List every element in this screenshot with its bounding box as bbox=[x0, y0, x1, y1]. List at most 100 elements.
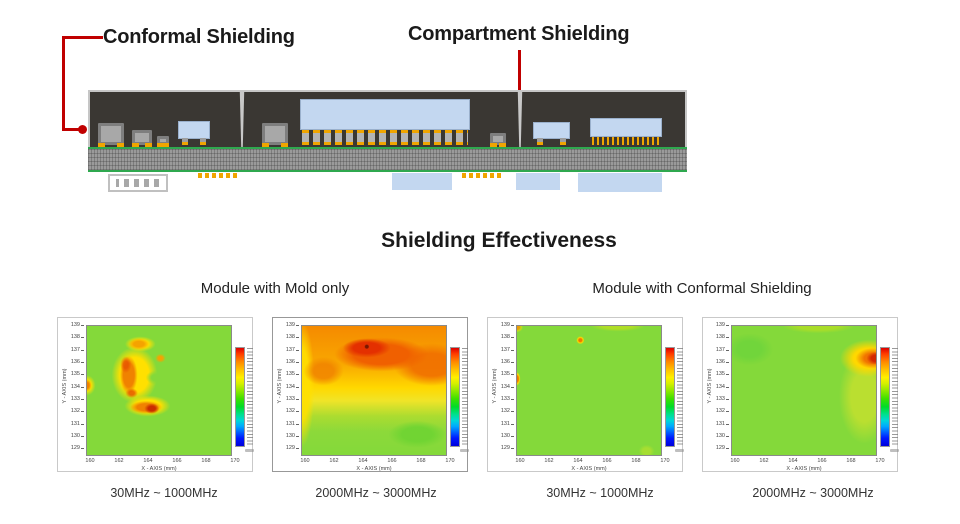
module-cross-section bbox=[88, 90, 687, 194]
colorbar bbox=[881, 348, 889, 446]
substrate bbox=[88, 147, 687, 172]
component-passive-large-1 bbox=[98, 123, 124, 148]
x-tick-label: 170 bbox=[660, 458, 670, 464]
colorbar-unit-label bbox=[460, 449, 469, 452]
bottom-connector bbox=[108, 174, 168, 192]
y-tick-label: 129 bbox=[275, 446, 299, 452]
heatmap-field-3 bbox=[516, 325, 662, 456]
caption-frequency-2: 2000MHz ~ 3000MHz bbox=[315, 486, 437, 500]
y-tick-label: 132 bbox=[275, 409, 299, 415]
pin-row bbox=[592, 137, 660, 145]
y-tick-label: 130 bbox=[275, 434, 299, 440]
heatmap-panel-2: 139 138 137 136 135 134 133 132 131 130 129 160 162… bbox=[272, 317, 469, 472]
x-tick-label: 160 bbox=[730, 458, 740, 464]
heatmap-panel-4: 139 138 137 136 135 134 133 132 131 130 129 160 162… bbox=[702, 317, 899, 472]
x-tick-label: 162 bbox=[544, 458, 554, 464]
conformal-pointer-line-vertical bbox=[62, 36, 65, 131]
y-tick-label: 137 bbox=[60, 347, 84, 354]
x-axis-label: X - AXIS (mm) bbox=[786, 466, 822, 472]
x-tick-label: 164 bbox=[573, 458, 583, 464]
y-tick-label: 138 bbox=[275, 335, 299, 341]
y-tick-label: 131 bbox=[60, 421, 84, 428]
y-tick-label: 139 bbox=[275, 322, 299, 329]
heatmap-field-4 bbox=[731, 325, 877, 456]
x-tick-label: 168 bbox=[201, 458, 211, 464]
y-tick-label: 137 bbox=[275, 347, 299, 354]
bottom-component-1 bbox=[392, 173, 452, 190]
section-title: Shielding Effectiveness bbox=[381, 229, 617, 252]
colorbar-unit-label bbox=[675, 449, 684, 452]
component-die-wide bbox=[590, 118, 662, 137]
conformal-pointer-line-bottom bbox=[62, 128, 82, 131]
y-tick-label: 135 bbox=[705, 372, 729, 378]
x-axis-ticks: 160 162 164 166 168 170 bbox=[82, 458, 243, 465]
x-tick-label: 164 bbox=[788, 458, 798, 464]
heatmap-panel-3: 139 138 137 136 135 134 133 132 131 130 129 160 162… bbox=[487, 317, 684, 472]
caption-frequency-1: 30MHz ~ 1000MHz bbox=[110, 486, 218, 500]
caption-frequency-3: 30MHz ~ 1000MHz bbox=[546, 486, 654, 500]
conformal-shielding-label: Conformal Shielding bbox=[103, 26, 295, 48]
y-axis-ticks: 139 138 137 136 135 134 133 132 131 130 129 bbox=[60, 322, 84, 452]
heatmap-field-2 bbox=[301, 325, 447, 456]
x-axis-ticks: 160 162 164 166 168 170 bbox=[297, 458, 458, 465]
y-axis-ticks: 139 138 137 136 135 134 133 132 131 130 129 bbox=[705, 322, 729, 452]
x-tick-label: 160 bbox=[300, 458, 310, 464]
x-tick-label: 164 bbox=[143, 458, 153, 464]
y-axis-ticks: 139 138 137 136 135 134 133 132 131 130 129 bbox=[490, 322, 514, 452]
x-tick-label: 168 bbox=[846, 458, 856, 464]
compartment-pointer-line bbox=[518, 50, 521, 102]
conformal-pointer-line-top bbox=[62, 36, 103, 39]
y-tick-label: 130 bbox=[60, 434, 84, 440]
y-tick-label: 135 bbox=[60, 372, 84, 378]
component-die-small-2 bbox=[533, 122, 570, 145]
compartment-shield-trench bbox=[517, 92, 523, 147]
y-tick-label: 136 bbox=[60, 360, 84, 366]
column-header-right: Module with Conformal Shielding bbox=[592, 280, 812, 297]
y-tick-label: 132 bbox=[490, 409, 514, 415]
y-tick-label: 134 bbox=[60, 384, 84, 391]
y-tick-label: 135 bbox=[490, 372, 514, 378]
colorbar-tick-labels bbox=[677, 348, 683, 446]
y-axis-label: Y - AXIS (mm) bbox=[707, 368, 713, 404]
bottom-pad-strip-2 bbox=[462, 173, 504, 178]
x-tick-label: 170 bbox=[875, 458, 885, 464]
component-passive-small-1 bbox=[157, 136, 169, 148]
x-axis-ticks: 160 162 164 166 168 170 bbox=[512, 458, 673, 465]
x-tick-label: 166 bbox=[387, 458, 397, 464]
heatmap-field-1 bbox=[86, 325, 232, 456]
y-tick-label: 133 bbox=[490, 397, 514, 403]
x-tick-label: 160 bbox=[85, 458, 95, 464]
y-tick-label: 131 bbox=[705, 421, 729, 428]
y-tick-label: 130 bbox=[705, 434, 729, 440]
colorbar-unit-label bbox=[245, 449, 254, 452]
x-tick-label: 166 bbox=[602, 458, 612, 464]
x-tick-label: 168 bbox=[631, 458, 641, 464]
x-tick-label: 160 bbox=[515, 458, 525, 464]
x-tick-label: 164 bbox=[358, 458, 368, 464]
colorbar-tick-labels bbox=[462, 348, 468, 446]
y-tick-label: 132 bbox=[60, 409, 84, 415]
heatmap-panel-1: 139 138 137 136 135 134 133 132 131 130 129 160 162… bbox=[57, 317, 254, 472]
x-tick-label: 162 bbox=[329, 458, 339, 464]
y-axis-ticks: 139 138 137 136 135 134 133 132 131 130 129 bbox=[275, 322, 299, 452]
y-tick-label: 137 bbox=[490, 347, 514, 354]
y-tick-label: 139 bbox=[490, 322, 514, 329]
y-tick-label: 134 bbox=[705, 384, 729, 391]
colorbar-tick-labels bbox=[892, 348, 898, 446]
colorbar-unit-label bbox=[890, 449, 899, 452]
column-header-left: Module with Mold only bbox=[200, 280, 350, 297]
y-axis-label: Y - AXIS (mm) bbox=[492, 368, 498, 404]
x-tick-label: 170 bbox=[445, 458, 455, 464]
x-axis-ticks: 160 162 164 166 168 170 bbox=[727, 458, 888, 465]
y-tick-label: 133 bbox=[275, 397, 299, 403]
x-tick-label: 170 bbox=[230, 458, 240, 464]
conformal-pointer-dot bbox=[78, 125, 87, 134]
caption-frequency-4: 2000MHz ~ 3000MHz bbox=[752, 486, 874, 500]
shield-trench-1 bbox=[239, 92, 245, 147]
solder-ball-row bbox=[302, 130, 468, 145]
x-axis-label: X - AXIS (mm) bbox=[571, 466, 607, 472]
y-tick-label: 129 bbox=[705, 446, 729, 452]
y-axis-label: Y - AXIS (mm) bbox=[62, 368, 68, 404]
y-tick-label: 137 bbox=[705, 347, 729, 354]
x-tick-label: 166 bbox=[817, 458, 827, 464]
